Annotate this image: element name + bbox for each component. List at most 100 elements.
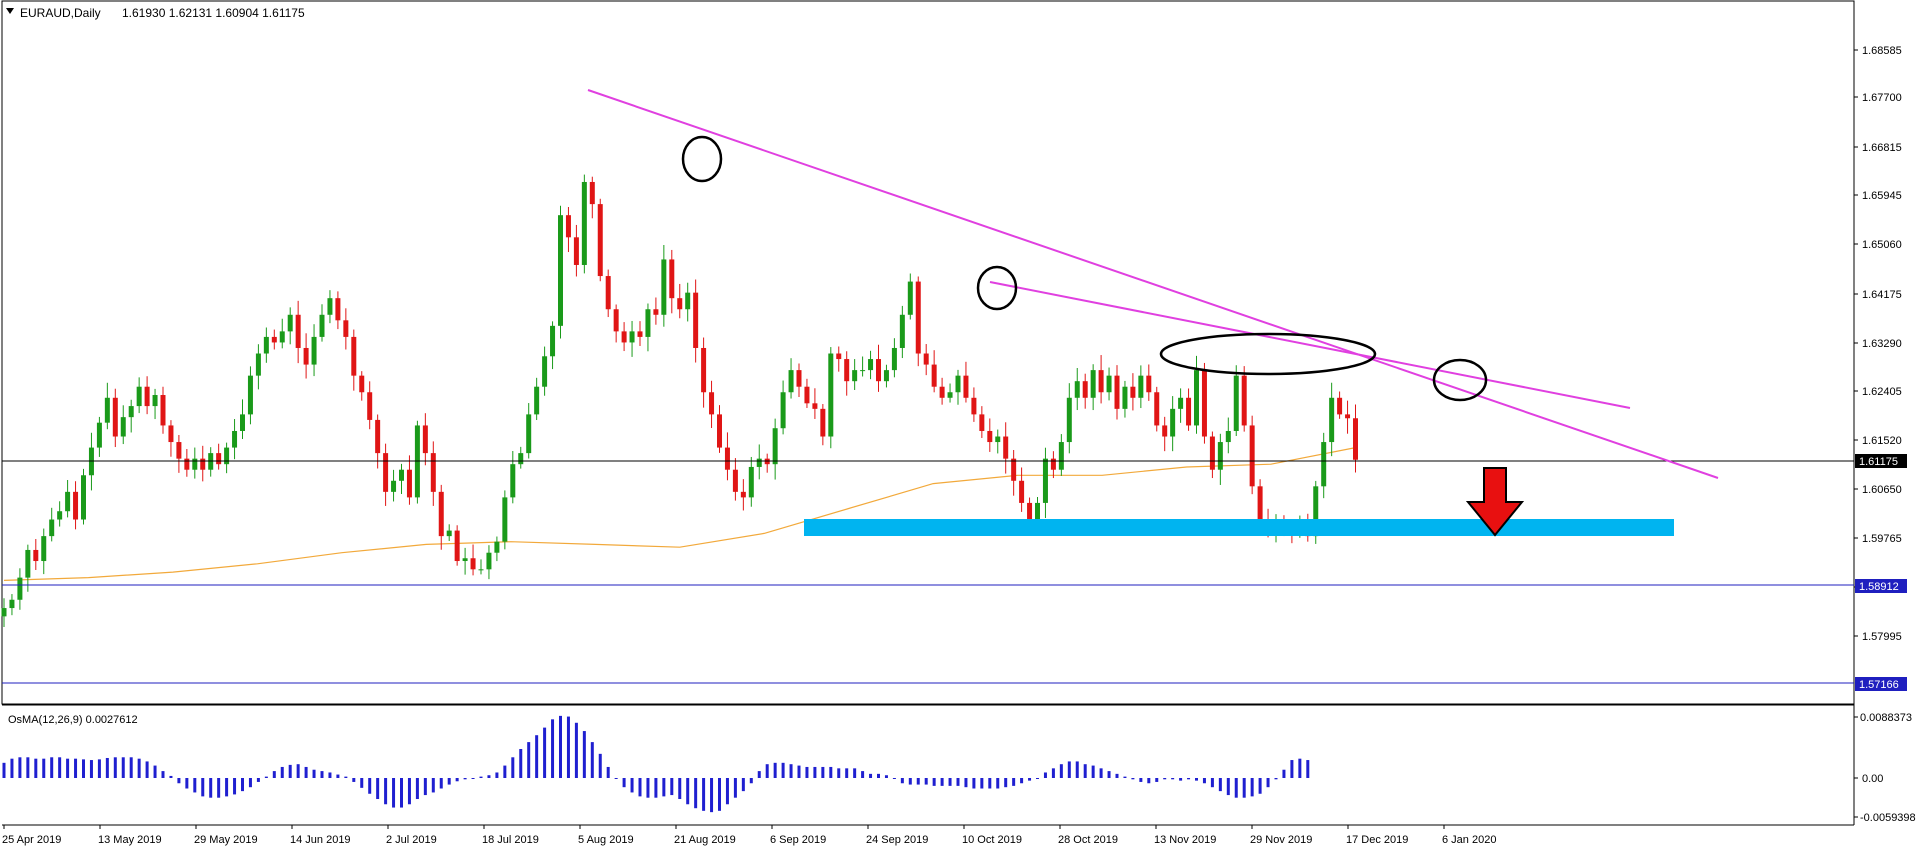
candle-bull[interactable] [224, 447, 230, 465]
candle-bear[interactable] [573, 237, 579, 265]
candle-bear[interactable] [812, 403, 818, 409]
candle-bear[interactable] [1162, 425, 1168, 437]
candle-bear[interactable] [200, 458, 206, 470]
candle-bear[interactable] [406, 469, 412, 498]
candle-bear[interactable] [383, 453, 389, 492]
candle-bull[interactable] [828, 353, 834, 437]
candle-bull[interactable] [25, 549, 31, 578]
candle-bull[interactable] [136, 386, 142, 407]
candle-bear[interactable] [709, 392, 715, 415]
candle-bull[interactable] [287, 314, 293, 332]
candle-bear[interactable] [454, 530, 460, 562]
candle-bull[interactable] [494, 541, 500, 553]
candle-bear[interactable] [1201, 370, 1207, 437]
candle-bull[interactable] [748, 466, 754, 498]
candle-bear[interactable] [1353, 418, 1358, 460]
candle-bull[interactable] [9, 599, 15, 609]
candle-bear[interactable] [33, 549, 39, 562]
candle-bear[interactable] [637, 331, 643, 337]
candle-bear[interactable] [176, 442, 182, 459]
moving-average-line[interactable] [3, 447, 1356, 581]
candle-bull[interactable] [1066, 397, 1072, 443]
ellipse-jan-high[interactable] [1432, 358, 1488, 402]
candle-bear[interactable] [422, 425, 428, 454]
candle-bear[interactable] [112, 397, 118, 437]
candle-bull[interactable] [955, 375, 961, 393]
candle-bear[interactable] [844, 359, 850, 382]
candle-bear[interactable] [923, 353, 929, 365]
candle-bear[interactable] [931, 364, 937, 387]
candle-bull[interactable] [192, 458, 198, 470]
candle-bull[interactable] [788, 370, 794, 393]
candle-bear[interactable] [184, 458, 190, 470]
support-zone[interactable] [804, 519, 1674, 536]
candle-bull[interactable] [311, 336, 317, 365]
candle-bear[interactable] [987, 430, 993, 443]
candle-bear[interactable] [1186, 397, 1192, 426]
candle-bear[interactable] [73, 491, 79, 520]
candle-bull[interactable] [81, 475, 86, 520]
candle-bear[interactable] [1257, 486, 1263, 520]
candle-bear[interactable] [804, 386, 810, 404]
ellipse-aug-high[interactable] [681, 135, 723, 183]
candle-bear[interactable] [351, 336, 357, 376]
candle-bear[interactable] [971, 397, 977, 415]
candle-bear[interactable] [168, 425, 174, 443]
candle-bull[interactable] [1058, 442, 1064, 470]
candle-bear[interactable] [963, 375, 969, 398]
candle-bear[interactable] [693, 292, 699, 348]
candle-bear[interactable] [796, 370, 802, 387]
candle-bear[interactable] [915, 281, 921, 354]
trendline-main[interactable] [587, 89, 1719, 479]
candle-bear[interactable] [1337, 397, 1343, 415]
candle-bull[interactable] [756, 458, 762, 467]
candle-bear[interactable] [144, 386, 150, 407]
candle-bull[interactable] [891, 347, 897, 371]
candle-bull[interactable] [899, 314, 905, 348]
candle-bull[interactable] [1217, 442, 1223, 470]
candle-bear[interactable] [1003, 436, 1009, 459]
candle-bull[interactable] [232, 430, 238, 448]
candle-bear[interactable] [701, 347, 707, 393]
candle-bear[interactable] [1130, 386, 1136, 398]
candle-bear[interactable] [367, 392, 373, 420]
candle-bull[interactable] [327, 298, 333, 315]
candle-bull[interactable] [772, 428, 778, 465]
candle-bear[interactable] [669, 259, 675, 299]
candle-bull[interactable] [1106, 375, 1112, 393]
candle-bull[interactable] [1042, 458, 1048, 503]
candle-bear[interactable] [1027, 502, 1033, 520]
candle-bull[interactable] [263, 336, 269, 354]
candle-bull[interactable] [486, 552, 492, 570]
candle-bear[interactable] [724, 447, 730, 470]
candle-bear[interactable] [375, 419, 381, 454]
trendline-secondary[interactable] [989, 281, 1631, 409]
candle-bull[interactable] [1225, 430, 1231, 443]
candle-bull[interactable] [510, 464, 516, 498]
candle-bear[interactable] [343, 320, 349, 337]
candle-bull[interactable] [1090, 370, 1096, 398]
candle-bull[interactable] [279, 331, 285, 343]
ellipse-oct-high[interactable] [976, 265, 1018, 311]
candle-bull[interactable] [1035, 502, 1040, 520]
candle-bull[interactable] [247, 375, 253, 415]
candle-bull[interactable] [319, 314, 325, 337]
candle-bear[interactable] [216, 453, 222, 465]
candle-bear[interactable] [836, 353, 842, 360]
candle-bull[interactable] [685, 292, 691, 310]
candle-bull[interactable] [1321, 442, 1327, 487]
candle-bull[interactable] [1194, 370, 1199, 426]
candle-bull[interactable] [661, 259, 667, 315]
candle-bull[interactable] [645, 309, 651, 337]
candle-bull[interactable] [542, 356, 548, 387]
candle-bear[interactable] [1209, 436, 1215, 470]
candle-bull[interactable] [868, 359, 874, 371]
candle-bear[interactable] [732, 469, 738, 492]
candle-bull[interactable] [534, 386, 540, 415]
candle-bear[interactable] [1154, 392, 1160, 426]
candle-bull[interactable] [860, 370, 866, 372]
candle-bear[interactable] [653, 309, 659, 315]
candle-bull[interactable] [1329, 397, 1335, 443]
candle-bear[interactable] [605, 276, 611, 310]
candle-bear[interactable] [1114, 375, 1120, 409]
